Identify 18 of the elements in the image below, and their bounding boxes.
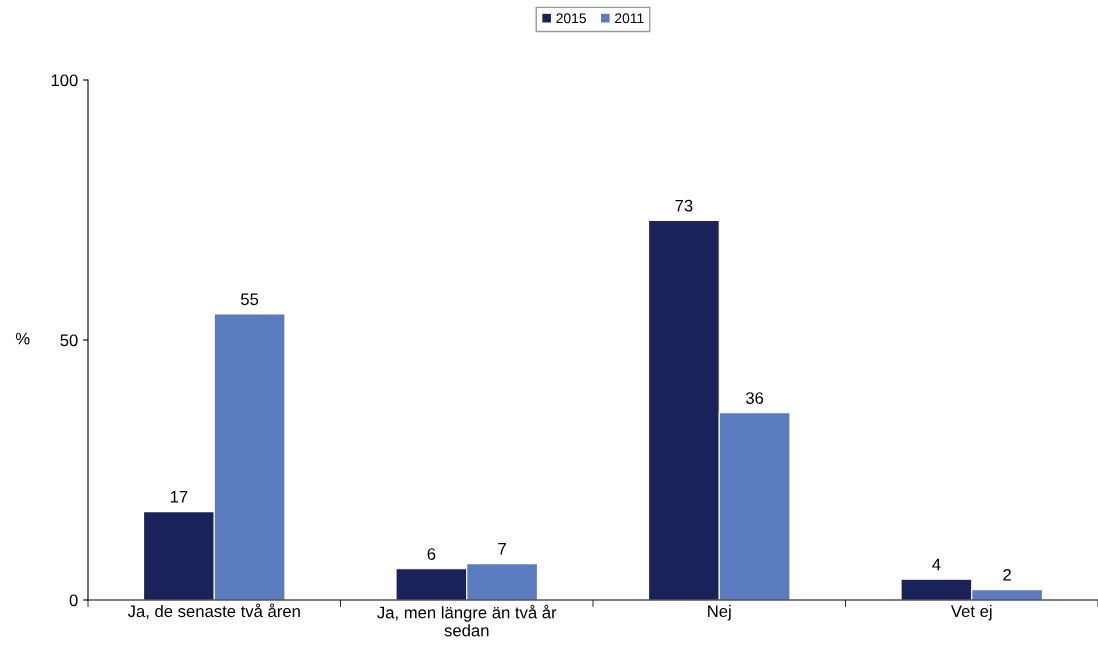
- data-label: 55: [241, 293, 259, 306]
- data-label: 73: [675, 199, 693, 212]
- data-label: 6: [427, 548, 436, 560]
- x-tick-label: Nej: [708, 604, 731, 621]
- data-label: 2: [1003, 568, 1011, 581]
- y-tick-label: 100: [51, 74, 78, 87]
- legend-label: 2011: [615, 13, 644, 24]
- x-tick-label: Ja, de senaste två åren: [127, 603, 300, 620]
- y-tick-label: 50: [60, 334, 78, 347]
- data-label: 36: [745, 392, 764, 404]
- data-label: 17: [170, 491, 188, 503]
- data-label: 4: [932, 558, 941, 571]
- y-axis-title: %: [15, 332, 30, 345]
- data-label: 7: [498, 543, 506, 555]
- legend-label: 2015: [556, 13, 586, 24]
- y-tick-label: 0: [69, 594, 78, 607]
- x-tick-label: Ja, men längre än två år sedan: [377, 604, 557, 637]
- x-tick-label: Vet ej: [950, 604, 992, 621]
